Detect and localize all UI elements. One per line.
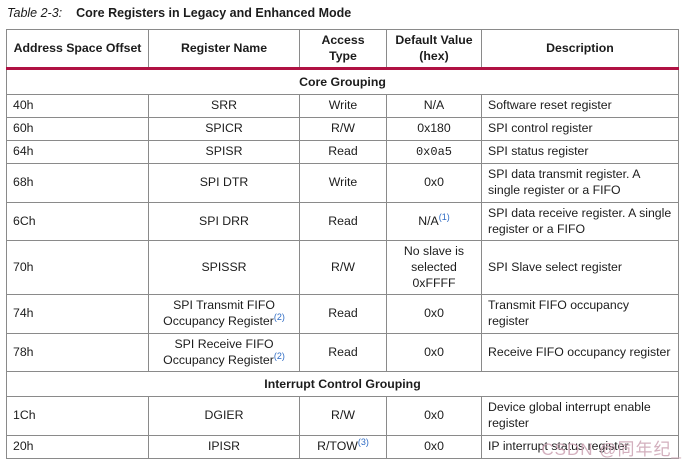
offset-cell: 60h — [6, 117, 149, 141]
default-value-cell: 0x180 — [386, 117, 482, 141]
register-name-cell: SPI DRR — [148, 201, 300, 242]
access-type-cell: R/W — [299, 240, 387, 296]
table-row: 20h IPISR R/TOW(3) 0x0 IP interrupt stat… — [6, 434, 679, 459]
offset-cell: 20h — [6, 434, 149, 459]
table-row: 6Ch SPI DRR Read N/A(1) SPI data receive… — [6, 201, 679, 242]
section-label: Core Grouping — [6, 68, 679, 96]
description-cell: Device global interrupt enable register — [481, 396, 679, 436]
table-caption-label: Table 2-3: — [7, 6, 63, 20]
access-type-cell: Read — [299, 294, 387, 334]
access-type-cell: Read — [299, 332, 387, 373]
table-row: 1Ch DGIER R/W 0x0 Device global interrup… — [6, 396, 679, 436]
table-caption-title: Core Registers in Legacy and Enhanced Mo… — [76, 6, 352, 20]
description-cell: SPI status register — [481, 139, 679, 165]
section-row-core-grouping: Core Grouping — [6, 68, 679, 96]
footnote-link[interactable]: (1) — [438, 211, 450, 222]
description-cell: IP interrupt status register — [481, 434, 679, 459]
footnote-link[interactable]: (2) — [273, 312, 285, 323]
offset-cell: 1Ch — [6, 396, 149, 436]
table-row: 74h SPI Transmit FIFO Occupancy Register… — [6, 294, 679, 334]
column-header-description: Description — [481, 28, 679, 71]
default-value-cell: N/A(1) — [386, 201, 482, 242]
table-row: 68h SPI DTR Write 0x0 SPI data transmit … — [6, 163, 679, 203]
description-cell: Transmit FIFO occupancy register — [481, 294, 679, 334]
access-type-cell: Read — [299, 201, 387, 242]
description-cell: SPI Slave select register — [481, 240, 679, 296]
access-type-cell: R/W — [299, 117, 387, 141]
register-name-cell: DGIER — [148, 396, 300, 436]
description-cell: Software reset register — [481, 94, 679, 119]
column-header-access-type: Access Type — [299, 28, 387, 71]
offset-cell: 6Ch — [6, 201, 149, 242]
section-row-interrupt-control-grouping: Interrupt Control Grouping — [6, 371, 679, 398]
description-cell: SPI control register — [481, 117, 679, 141]
default-value-cell: 0x0a5 — [386, 139, 482, 165]
register-name-cell: SPI DTR — [148, 163, 300, 203]
access-type-cell: Write — [299, 94, 387, 119]
table-caption: Table 2-3: Core Registers in Legacy and E… — [7, 4, 351, 22]
section-label: Interrupt Control Grouping — [6, 371, 679, 398]
register-name-cell: IPISR — [148, 434, 300, 459]
default-value-cell: No slave is selected 0xFFFF — [386, 240, 482, 296]
register-name-cell: SRR — [148, 94, 300, 119]
column-header-default-value: Default Value (hex) — [386, 28, 482, 71]
register-table: Address Space Offset Register Name Acces… — [6, 28, 679, 459]
footnote-link[interactable]: (2) — [273, 350, 285, 361]
offset-cell: 68h — [6, 163, 149, 203]
table-row: 40h SRR Write N/A Software reset registe… — [6, 94, 679, 119]
footnote-link[interactable]: (3) — [357, 436, 369, 447]
offset-cell: 78h — [6, 332, 149, 373]
column-header-offset: Address Space Offset — [6, 28, 149, 71]
default-value-cell: 0x0 — [386, 294, 482, 334]
description-cell: Receive FIFO occupancy register — [481, 332, 679, 373]
description-cell: SPI data transmit register. A single reg… — [481, 163, 679, 203]
offset-cell: 64h — [6, 139, 149, 165]
register-name-cell: SPI Transmit FIFO Occupancy Register(2) — [148, 294, 300, 334]
register-name-cell: SPICR — [148, 117, 300, 141]
column-header-register-name: Register Name — [148, 28, 300, 71]
default-value-cell: 0x0 — [386, 332, 482, 373]
register-name-cell: SPISR — [148, 139, 300, 165]
access-type-cell: R/TOW(3) — [299, 434, 387, 459]
default-value-cell: N/A — [386, 94, 482, 119]
table-row: 64h SPISR Read 0x0a5 SPI status register — [6, 139, 679, 165]
register-name-cell: SPISSR — [148, 240, 300, 296]
default-value-cell: 0x0 — [386, 163, 482, 203]
table-row: 78h SPI Receive FIFO Occupancy Register(… — [6, 332, 679, 373]
table-row: 70h SPISSR R/W No slave is selected 0xFF… — [6, 240, 679, 296]
access-type-cell: Write — [299, 163, 387, 203]
register-name-cell: SPI Receive FIFO Occupancy Register(2) — [148, 332, 300, 373]
table-row: 60h SPICR R/W 0x180 SPI control register — [6, 117, 679, 141]
access-type-cell: R/W — [299, 396, 387, 436]
default-value-cell: 0x0 — [386, 396, 482, 436]
offset-cell: 74h — [6, 294, 149, 334]
access-type-cell: Read — [299, 139, 387, 165]
offset-cell: 40h — [6, 94, 149, 119]
description-cell: SPI data receive register. A single regi… — [481, 201, 679, 242]
header-row: Address Space Offset Register Name Acces… — [6, 28, 679, 71]
default-value-cell: 0x0 — [386, 434, 482, 459]
offset-cell: 70h — [6, 240, 149, 296]
